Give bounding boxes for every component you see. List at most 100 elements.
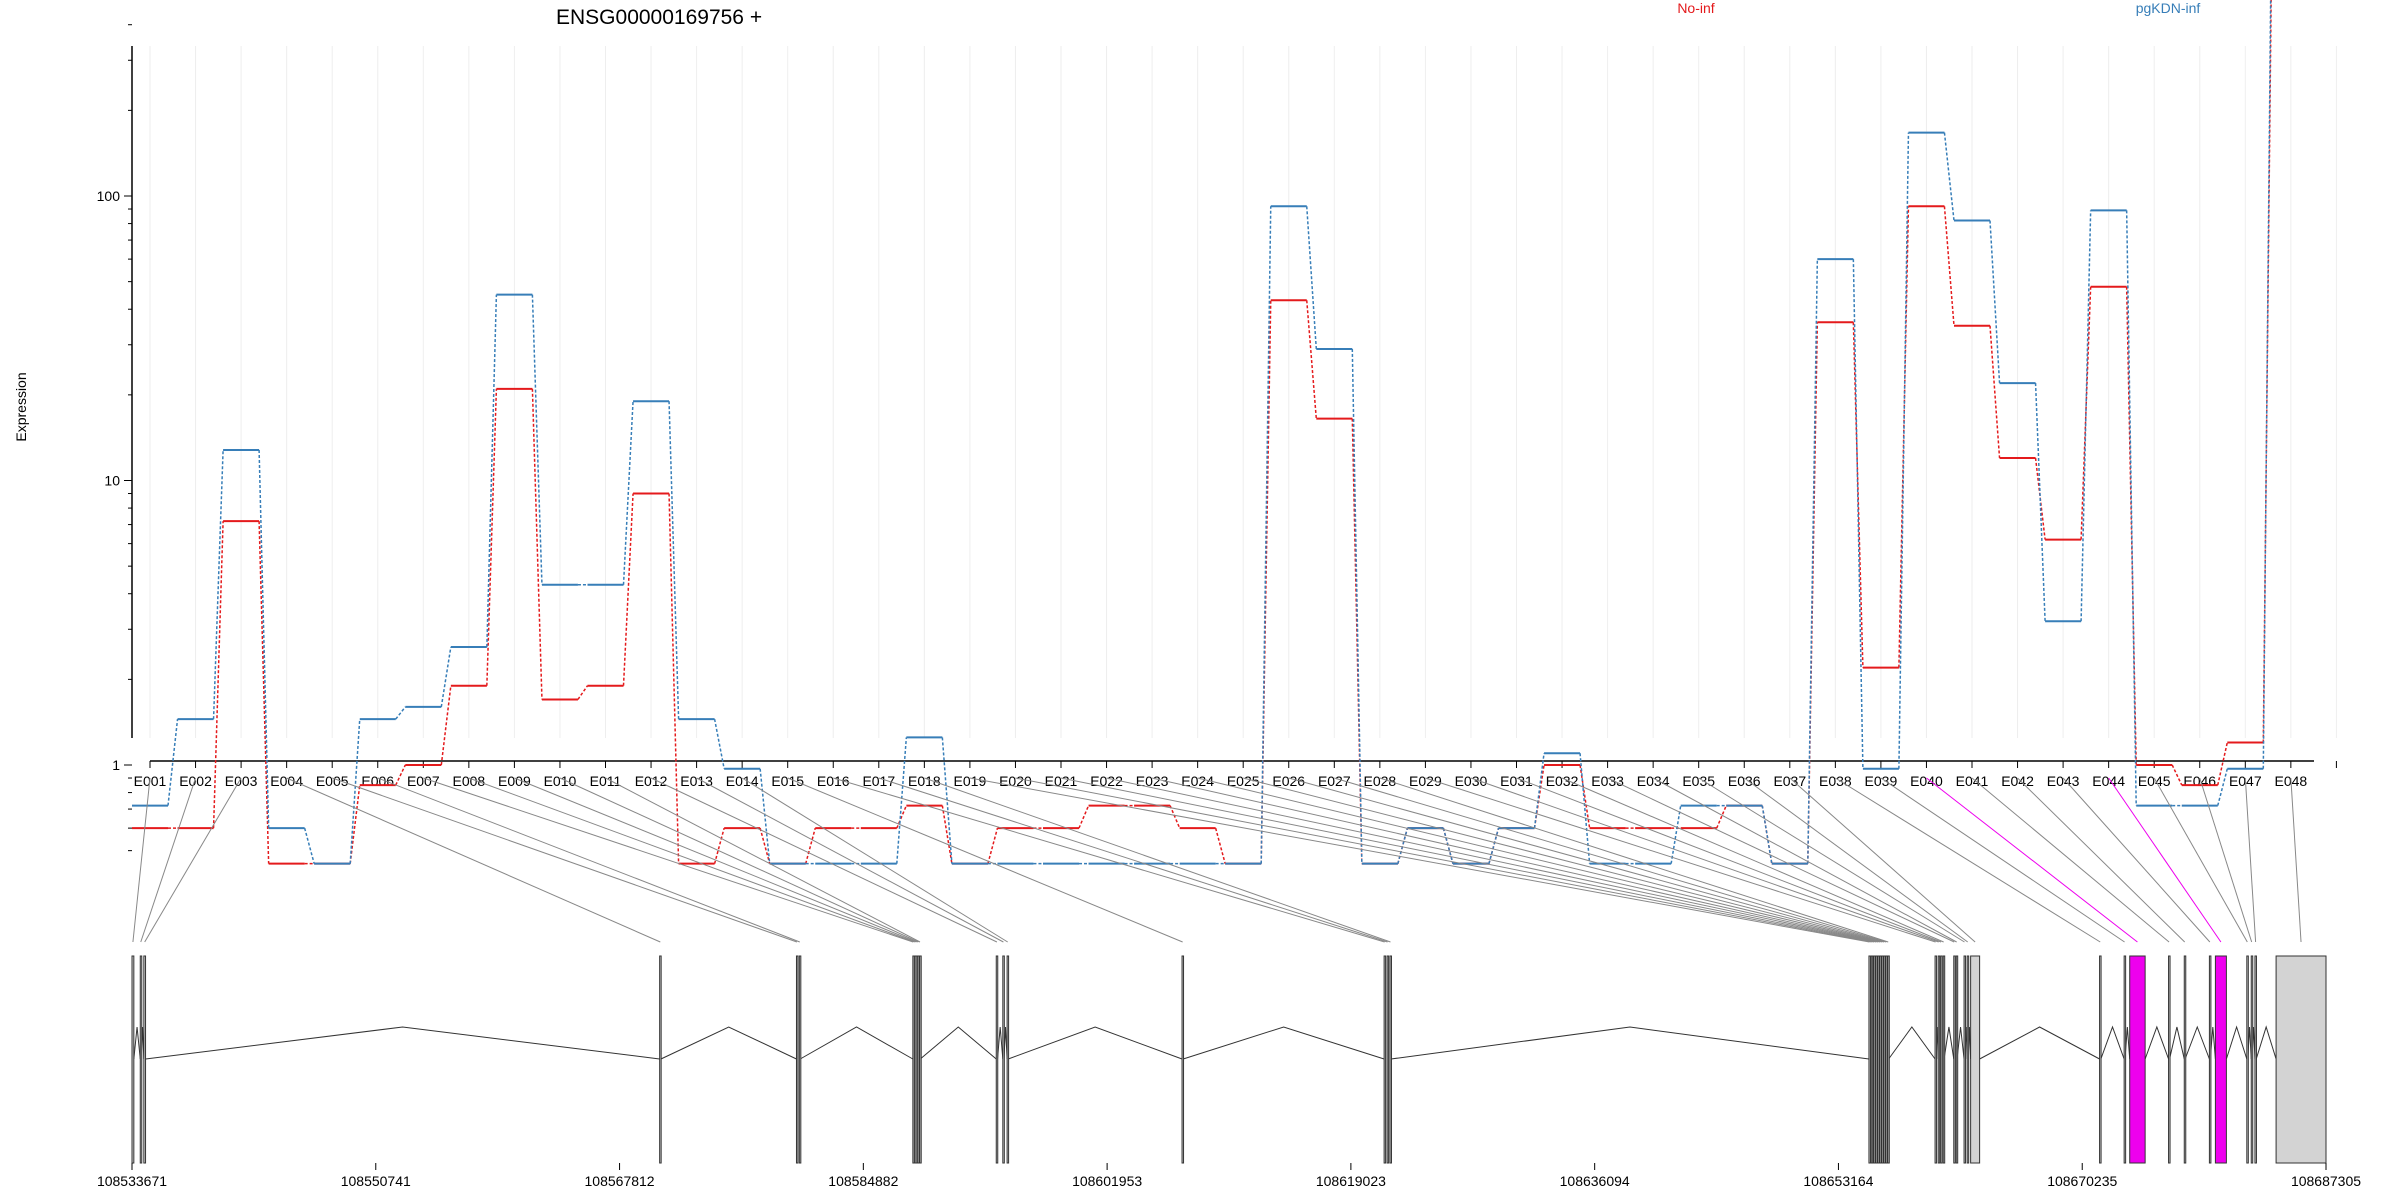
exon-block bbox=[2208, 955, 2212, 1164]
y-tick-label: 1 bbox=[112, 757, 120, 773]
intron-line bbox=[2169, 1026, 2185, 1060]
series-lines bbox=[132, 0, 2272, 865]
exon-connector bbox=[1561, 777, 1944, 943]
coordinate-tick-label: 108619023 bbox=[1316, 1173, 1386, 1189]
exon-block bbox=[2250, 955, 2254, 1164]
exon-block bbox=[1181, 955, 1185, 1164]
x-tick-label: E028 bbox=[1363, 773, 1396, 789]
intron-line bbox=[997, 1026, 1004, 1060]
exon-block bbox=[1006, 955, 1010, 1164]
series-connector bbox=[349, 784, 361, 864]
x-tick-label: E034 bbox=[1637, 773, 1670, 789]
x-tick-label: E038 bbox=[1819, 773, 1852, 789]
exon-connector bbox=[1607, 777, 1955, 943]
exon-block bbox=[2275, 955, 2327, 1164]
exon-connector bbox=[2290, 777, 2302, 943]
exon-connector bbox=[1334, 777, 1887, 943]
exon-block bbox=[1953, 955, 1956, 1164]
x-tick-label: E015 bbox=[771, 773, 804, 789]
intron-line bbox=[919, 1026, 997, 1060]
exon-connector bbox=[1060, 777, 1875, 943]
series-connector bbox=[258, 521, 270, 864]
exon-connector bbox=[1743, 777, 1968, 943]
exon-connector bbox=[332, 777, 798, 943]
vertical-grid bbox=[149, 46, 2337, 738]
series-connector bbox=[1260, 206, 1272, 864]
exon-block bbox=[2123, 955, 2127, 1164]
chart-title: ENSG00000169756 + bbox=[556, 6, 762, 29]
exon-connector bbox=[1425, 777, 1936, 943]
coordinate-tick-label: 108653164 bbox=[1803, 1173, 1873, 1189]
exon-block bbox=[1942, 955, 1946, 1164]
coordinate-tick-label: 108670235 bbox=[2047, 1173, 2117, 1189]
series-connector bbox=[987, 827, 999, 864]
series-connector bbox=[2262, 0, 2272, 769]
series-connector bbox=[1852, 259, 1864, 769]
series-connector bbox=[1397, 827, 1409, 864]
exon-block bbox=[1002, 955, 1005, 1164]
series-connector bbox=[349, 719, 361, 864]
series-connector bbox=[1533, 753, 1545, 829]
exon-block bbox=[915, 955, 919, 1164]
series-connector bbox=[941, 805, 953, 864]
y-tick-label: 100 bbox=[97, 188, 121, 204]
exon-connector bbox=[741, 777, 1008, 943]
series-connector bbox=[804, 827, 816, 864]
x-tick-label: E011 bbox=[590, 773, 622, 789]
intron-line bbox=[2255, 1025, 2277, 1060]
exon-connector bbox=[1880, 777, 2125, 943]
exon-block bbox=[2246, 955, 2249, 1164]
intron-line bbox=[1979, 1026, 2100, 1060]
intron-line bbox=[1956, 1026, 1965, 1060]
exon-connector bbox=[969, 777, 1870, 943]
series-connector bbox=[1306, 206, 1318, 350]
exon-block bbox=[1873, 955, 1876, 1164]
series-connector bbox=[622, 401, 634, 585]
x-tick-label: E039 bbox=[1865, 773, 1898, 789]
exon-connector-lines bbox=[132, 777, 2302, 943]
exon-block bbox=[1389, 955, 1392, 1164]
x-tick-label: E010 bbox=[544, 773, 577, 789]
x-tick-label: E045 bbox=[2138, 773, 2171, 789]
series-connector bbox=[1943, 132, 1955, 221]
series-connector bbox=[759, 768, 771, 864]
series-connector bbox=[486, 294, 498, 647]
intron-line bbox=[145, 1026, 660, 1060]
x-tick-label: E031 bbox=[1500, 773, 1533, 789]
exon-connector bbox=[2108, 777, 2222, 943]
x-tick-label: E044 bbox=[2092, 773, 2125, 789]
exon-connector bbox=[2062, 777, 2211, 943]
series-connector bbox=[577, 685, 589, 700]
exon-connector bbox=[468, 777, 915, 943]
exon-connector bbox=[1015, 777, 1872, 943]
exon-connector bbox=[605, 777, 921, 943]
exon-connector bbox=[696, 777, 1004, 943]
x-tick-label: E041 bbox=[1956, 773, 1989, 789]
exon-connector bbox=[2199, 777, 2253, 943]
exon-connector bbox=[559, 777, 919, 943]
series-connector bbox=[1670, 805, 1682, 864]
exon-connector bbox=[514, 777, 917, 943]
exon-block bbox=[1955, 955, 1959, 1164]
x-tick-label: E003 bbox=[225, 773, 258, 789]
exon-block bbox=[1963, 955, 1967, 1164]
y-axis: 1101001000 bbox=[97, 24, 133, 852]
x-tick-label: E004 bbox=[270, 773, 303, 789]
exon-connector bbox=[2244, 777, 2257, 943]
series-connector bbox=[2080, 286, 2092, 540]
series-connector bbox=[440, 685, 452, 766]
exon-connector bbox=[132, 777, 151, 943]
series-connector bbox=[1943, 206, 1955, 326]
x-tick-label: E026 bbox=[1272, 773, 1305, 789]
series-connector bbox=[1989, 325, 2001, 459]
x-tick-label: E043 bbox=[2047, 773, 2080, 789]
series-connector bbox=[167, 719, 179, 806]
series-connector bbox=[212, 449, 224, 720]
exon-connector bbox=[1470, 777, 1939, 943]
x-tick-label: E036 bbox=[1728, 773, 1761, 789]
series-connector bbox=[395, 706, 406, 720]
x-tick-label: E002 bbox=[179, 773, 212, 789]
coordinate-tick-label: 108550741 bbox=[341, 1173, 411, 1189]
series-connector bbox=[531, 294, 543, 585]
